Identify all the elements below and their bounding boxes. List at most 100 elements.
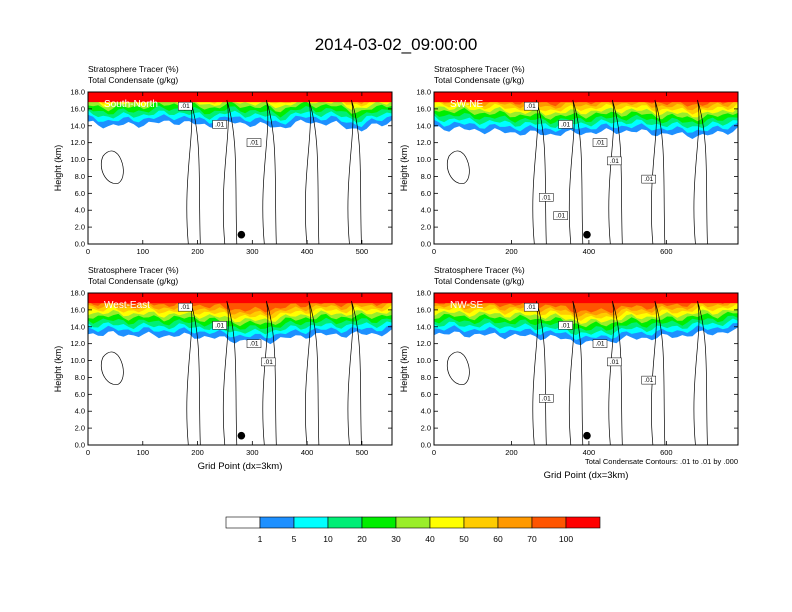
contour-line bbox=[693, 99, 708, 245]
condensate-contours bbox=[446, 300, 708, 446]
contour-line bbox=[608, 99, 623, 245]
contour-label: .01 bbox=[607, 357, 622, 367]
x-axis-label: Grid Point (dx=3km) bbox=[544, 470, 629, 481]
x-tick-label: 0 bbox=[432, 448, 436, 457]
colorbar-swatch bbox=[463, 516, 499, 529]
colorbar-swatch bbox=[429, 516, 465, 529]
contour-label: .01 bbox=[524, 302, 539, 312]
contour-line bbox=[262, 99, 277, 245]
contour-line bbox=[100, 351, 124, 385]
y-tick-label: 10.0 bbox=[416, 356, 431, 365]
contour-label: .01 bbox=[178, 101, 193, 111]
y-tick-label: 18.0 bbox=[70, 289, 85, 298]
y-tick-label: 14.0 bbox=[416, 121, 431, 130]
y-tick-label: 16.0 bbox=[70, 104, 85, 113]
contour-label: .01 bbox=[212, 120, 227, 129]
contour-label: .01 bbox=[261, 357, 276, 367]
svg-text:.01: .01 bbox=[542, 194, 551, 201]
y-tick-label: 18.0 bbox=[416, 88, 431, 97]
contour-line bbox=[100, 150, 124, 184]
y-tick-label: 14.0 bbox=[70, 121, 85, 130]
x-tick-label: 200 bbox=[505, 448, 518, 457]
y-tick-label: 12.0 bbox=[416, 339, 431, 348]
colorbar-label: 20 bbox=[357, 534, 367, 544]
tracer-fill bbox=[88, 293, 392, 345]
y-tick-label: 10.0 bbox=[70, 155, 85, 164]
y-axis-label: Height (km) bbox=[53, 145, 63, 192]
contour-line bbox=[186, 300, 201, 446]
y-tick-label: 0.0 bbox=[75, 441, 85, 450]
contour-line bbox=[305, 300, 320, 446]
colorbar-swatch bbox=[259, 516, 295, 529]
x-tick-label: 0 bbox=[432, 247, 436, 256]
svg-text:.01: .01 bbox=[181, 103, 190, 110]
contour-label: .01 bbox=[539, 394, 554, 403]
subtitle-tracer: Stratosphere Tracer (%) bbox=[88, 265, 179, 275]
x-tick-label: 0 bbox=[86, 448, 90, 457]
svg-text:.01: .01 bbox=[561, 322, 570, 329]
colorbar: 1 5 10 20 30 40 50 60 70 100 bbox=[225, 516, 601, 544]
svg-text:.01: .01 bbox=[556, 213, 565, 220]
y-tick-label: 16.0 bbox=[416, 104, 431, 113]
plot-frame bbox=[433, 91, 739, 245]
plot-frame bbox=[433, 292, 739, 446]
x-tick-label: 500 bbox=[356, 448, 369, 457]
y-axis-label: Height (km) bbox=[399, 346, 409, 393]
contour-label: .01 bbox=[246, 339, 262, 348]
subtitle-condensate: Total Condensate (g/kg) bbox=[434, 276, 524, 286]
subtitle-condensate: Total Condensate (g/kg) bbox=[88, 75, 178, 85]
subtitle-tracer: Stratosphere Tracer (%) bbox=[434, 265, 525, 275]
svg-text:.01: .01 bbox=[249, 341, 258, 348]
svg-text:.01: .01 bbox=[644, 176, 653, 183]
colorbar-swatch bbox=[361, 516, 397, 529]
subtitle-tracer: Stratosphere Tracer (%) bbox=[88, 64, 179, 74]
contour-label: .01 bbox=[553, 211, 568, 220]
y-tick-label: 0.0 bbox=[75, 240, 85, 249]
svg-text:.01: .01 bbox=[527, 304, 536, 311]
y-tick-label: 14.0 bbox=[70, 322, 85, 331]
x-tick-label: 400 bbox=[583, 247, 596, 256]
contour-label: .01 bbox=[592, 339, 608, 348]
colorbar-label: 10 bbox=[323, 534, 333, 544]
y-tick-label: 6.0 bbox=[75, 390, 85, 399]
contour-label: .01 bbox=[641, 375, 656, 385]
y-tick-label: 12.0 bbox=[70, 138, 85, 147]
y-tick-label: 8.0 bbox=[75, 172, 85, 181]
y-tick-label: 2.0 bbox=[421, 223, 431, 232]
colorbar-label: 70 bbox=[527, 534, 537, 544]
contour-line bbox=[262, 300, 277, 446]
svg-text:.01: .01 bbox=[527, 103, 536, 110]
y-tick-label: 16.0 bbox=[70, 305, 85, 314]
panel-name: SW-NE bbox=[450, 99, 483, 110]
y-tick-label: 2.0 bbox=[421, 424, 431, 433]
x-tick-label: 600 bbox=[660, 247, 673, 256]
colorbar-label: 30 bbox=[391, 534, 401, 544]
contour-line bbox=[693, 300, 708, 446]
contour-label: .01 bbox=[641, 174, 656, 184]
svg-text:.01: .01 bbox=[181, 304, 190, 311]
panel-south-north: Stratosphere Tracer (%)Total Condensate … bbox=[53, 64, 393, 256]
tracer-level-top bbox=[88, 92, 392, 103]
y-tick-label: 16.0 bbox=[416, 305, 431, 314]
y-tick-label: 18.0 bbox=[70, 88, 85, 97]
colorbar-swatch bbox=[395, 516, 431, 529]
contour-line bbox=[532, 300, 547, 446]
contour-label: .01 bbox=[592, 138, 608, 147]
colorbar-swatch bbox=[225, 516, 261, 529]
x-tick-label: 200 bbox=[191, 247, 204, 256]
colorbar-swatch bbox=[565, 516, 601, 529]
plot-frame bbox=[87, 91, 393, 245]
svg-text:.01: .01 bbox=[595, 140, 604, 147]
x-axis-label: Grid Point (dx=3km) bbox=[198, 461, 283, 472]
y-tick-label: 0.0 bbox=[421, 441, 431, 450]
y-tick-label: 4.0 bbox=[421, 206, 431, 215]
panel-sw-ne: Stratosphere Tracer (%)Total Condensate … bbox=[399, 64, 739, 256]
location-marker bbox=[237, 230, 246, 239]
x-tick-label: 600 bbox=[660, 448, 673, 457]
colorbar-swatch bbox=[497, 516, 533, 529]
y-tick-label: 12.0 bbox=[70, 339, 85, 348]
contour-line bbox=[446, 351, 470, 385]
x-tick-label: 300 bbox=[246, 247, 259, 256]
location-marker bbox=[583, 431, 591, 440]
